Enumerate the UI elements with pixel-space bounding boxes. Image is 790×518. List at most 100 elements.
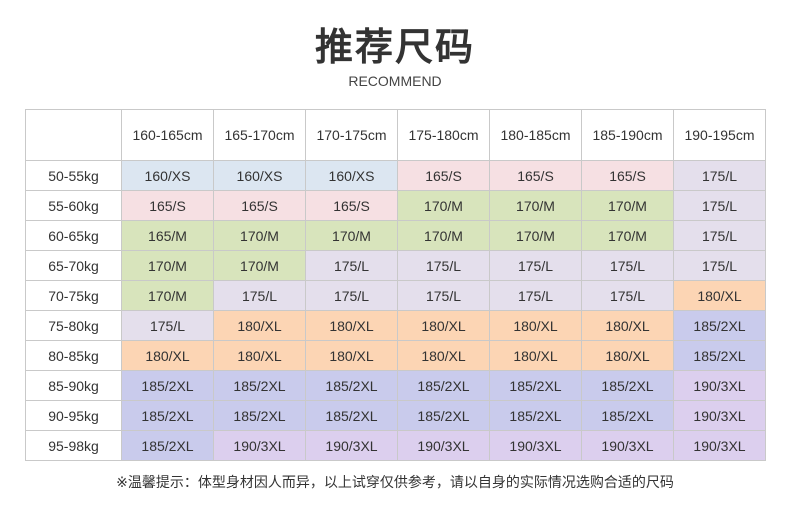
size-cell: 185/2XL bbox=[121, 400, 214, 431]
size-cell: 165/S bbox=[397, 160, 490, 191]
weight-row-header: 70-75kg bbox=[25, 280, 122, 311]
size-cell: 185/2XL bbox=[489, 400, 582, 431]
size-cell: 190/3XL bbox=[489, 430, 582, 461]
size-cell: 180/XL bbox=[489, 340, 582, 371]
size-recommendation-table: 160-165cm 165-170cm 170-175cm 175-180cm … bbox=[25, 109, 766, 461]
corner-cell bbox=[25, 109, 122, 161]
size-cell: 170/M bbox=[581, 190, 674, 221]
weight-row-header: 95-98kg bbox=[25, 430, 122, 461]
size-cell: 165/S bbox=[213, 190, 306, 221]
size-cell: 185/2XL bbox=[581, 400, 674, 431]
weight-row-header: 50-55kg bbox=[25, 160, 122, 191]
size-cell: 175/L bbox=[305, 250, 398, 281]
weight-row-header: 85-90kg bbox=[25, 370, 122, 401]
weight-row-header: 90-95kg bbox=[25, 400, 122, 431]
size-cell: 190/3XL bbox=[213, 430, 306, 461]
height-column-header: 190-195cm bbox=[673, 109, 766, 161]
table-body: 50-55kg 160/XS 160/XS 160/XS 165/S 165/S 165/S… bbox=[25, 160, 766, 461]
size-cell: 180/XL bbox=[213, 340, 306, 371]
height-column-header: 185-190cm bbox=[581, 109, 674, 161]
size-cell: 190/3XL bbox=[673, 370, 766, 401]
size-cell: 185/2XL bbox=[305, 370, 398, 401]
height-column-header: 170-175cm bbox=[305, 109, 398, 161]
size-cell: 175/L bbox=[489, 250, 582, 281]
height-column-header: 180-185cm bbox=[489, 109, 582, 161]
size-cell: 180/XL bbox=[673, 280, 766, 311]
size-cell: 170/M bbox=[397, 220, 490, 251]
size-cell: 175/L bbox=[673, 160, 766, 191]
size-cell: 180/XL bbox=[397, 310, 490, 341]
size-cell: 190/3XL bbox=[397, 430, 490, 461]
size-cell: 175/L bbox=[673, 250, 766, 281]
size-cell: 175/L bbox=[397, 250, 490, 281]
size-cell: 160/XS bbox=[121, 160, 214, 191]
size-cell: 170/M bbox=[581, 220, 674, 251]
weight-row-header: 60-65kg bbox=[25, 220, 122, 251]
size-cell: 175/L bbox=[305, 280, 398, 311]
size-cell: 175/L bbox=[581, 280, 674, 311]
size-cell: 180/XL bbox=[489, 310, 582, 341]
table-header: 160-165cm 165-170cm 170-175cm 175-180cm … bbox=[25, 109, 766, 161]
table-row: 65-70kg 170/M 170/M 175/L 175/L 175/L 175/L 175… bbox=[25, 250, 766, 281]
size-cell: 190/3XL bbox=[673, 400, 766, 431]
table-row: 90-95kg 185/2XL 185/2XL 185/2XL 185/2XL 185/2… bbox=[25, 400, 766, 431]
table-row: 55-60kg 165/S 165/S 165/S 170/M 170/M 170/M 175… bbox=[25, 190, 766, 221]
size-cell: 185/2XL bbox=[121, 430, 214, 461]
height-column-header: 160-165cm bbox=[121, 109, 214, 161]
size-cell: 180/XL bbox=[305, 310, 398, 341]
table-row: 60-65kg 165/M 170/M 170/M 170/M 170/M 170/M 175… bbox=[25, 220, 766, 251]
weight-row-header: 65-70kg bbox=[25, 250, 122, 281]
table-row: 75-80kg 175/L 180/XL 180/XL 180/XL 180/XL 180/… bbox=[25, 310, 766, 341]
size-cell: 180/XL bbox=[397, 340, 490, 371]
size-cell: 190/3XL bbox=[581, 430, 674, 461]
size-cell: 180/XL bbox=[581, 310, 674, 341]
fit-tip-note: ※温馨提示：体型身材因人而异，以上试穿仅供参考，请以自身的实际情况选购合适的尺码 bbox=[116, 475, 674, 491]
weight-row-header: 80-85kg bbox=[25, 340, 122, 371]
size-cell: 170/M bbox=[121, 250, 214, 281]
size-cell: 170/M bbox=[213, 250, 306, 281]
size-cell: 165/S bbox=[581, 160, 674, 191]
size-cell: 175/L bbox=[581, 250, 674, 281]
size-cell: 165/S bbox=[305, 190, 398, 221]
header-row: 160-165cm 165-170cm 170-175cm 175-180cm … bbox=[25, 109, 766, 161]
size-cell: 170/M bbox=[489, 220, 582, 251]
size-cell: 185/2XL bbox=[121, 370, 214, 401]
size-cell: 165/S bbox=[121, 190, 214, 221]
table-row: 85-90kg 185/2XL 185/2XL 185/2XL 185/2XL 185/2… bbox=[25, 370, 766, 401]
size-cell: 165/S bbox=[489, 160, 582, 191]
size-cell: 170/M bbox=[397, 190, 490, 221]
size-cell: 170/M bbox=[213, 220, 306, 251]
size-cell: 175/L bbox=[673, 190, 766, 221]
size-cell: 170/M bbox=[489, 190, 582, 221]
size-cell: 185/2XL bbox=[673, 310, 766, 341]
size-cell: 175/L bbox=[673, 220, 766, 251]
table-row: 50-55kg 160/XS 160/XS 160/XS 165/S 165/S 165/S… bbox=[25, 160, 766, 191]
size-cell: 180/XL bbox=[213, 310, 306, 341]
size-cell: 175/L bbox=[121, 310, 214, 341]
size-cell: 190/3XL bbox=[305, 430, 398, 461]
size-cell: 175/L bbox=[213, 280, 306, 311]
size-cell: 170/M bbox=[305, 220, 398, 251]
height-column-header: 175-180cm bbox=[397, 109, 490, 161]
size-cell: 185/2XL bbox=[305, 400, 398, 431]
size-cell: 185/2XL bbox=[397, 400, 490, 431]
size-cell: 185/2XL bbox=[213, 400, 306, 431]
size-cell: 170/M bbox=[121, 280, 214, 311]
size-cell: 180/XL bbox=[305, 340, 398, 371]
weight-row-header: 75-80kg bbox=[25, 310, 122, 341]
size-cell: 185/2XL bbox=[673, 340, 766, 371]
size-cell: 180/XL bbox=[121, 340, 214, 371]
size-cell: 165/M bbox=[121, 220, 214, 251]
table-row: 70-75kg 170/M 175/L 175/L 175/L 175/L 175/L 180… bbox=[25, 280, 766, 311]
size-cell: 185/2XL bbox=[581, 370, 674, 401]
size-cell: 185/2XL bbox=[397, 370, 490, 401]
size-cell: 180/XL bbox=[581, 340, 674, 371]
size-cell: 190/3XL bbox=[673, 430, 766, 461]
weight-row-header: 55-60kg bbox=[25, 190, 122, 221]
size-cell: 185/2XL bbox=[213, 370, 306, 401]
size-cell: 160/XS bbox=[305, 160, 398, 191]
height-column-header: 165-170cm bbox=[213, 109, 306, 161]
size-cell: 160/XS bbox=[213, 160, 306, 191]
size-cell: 175/L bbox=[489, 280, 582, 311]
page-title: 推荐尺码 bbox=[314, 25, 475, 69]
